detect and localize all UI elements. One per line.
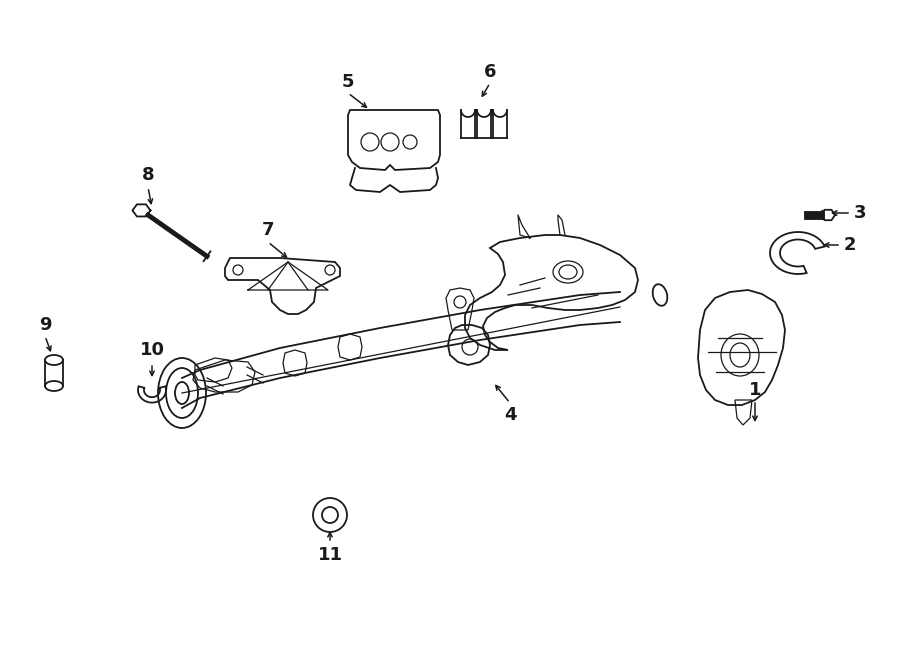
- Text: 2: 2: [844, 236, 856, 254]
- Text: 3: 3: [854, 204, 866, 222]
- Text: 7: 7: [262, 221, 274, 239]
- Text: 8: 8: [141, 166, 154, 184]
- Text: 5: 5: [342, 73, 355, 91]
- Text: 6: 6: [484, 63, 496, 81]
- Text: 9: 9: [39, 316, 51, 334]
- Text: 11: 11: [318, 546, 343, 564]
- Text: 10: 10: [140, 341, 165, 359]
- Text: 1: 1: [749, 381, 761, 399]
- Text: 4: 4: [504, 406, 517, 424]
